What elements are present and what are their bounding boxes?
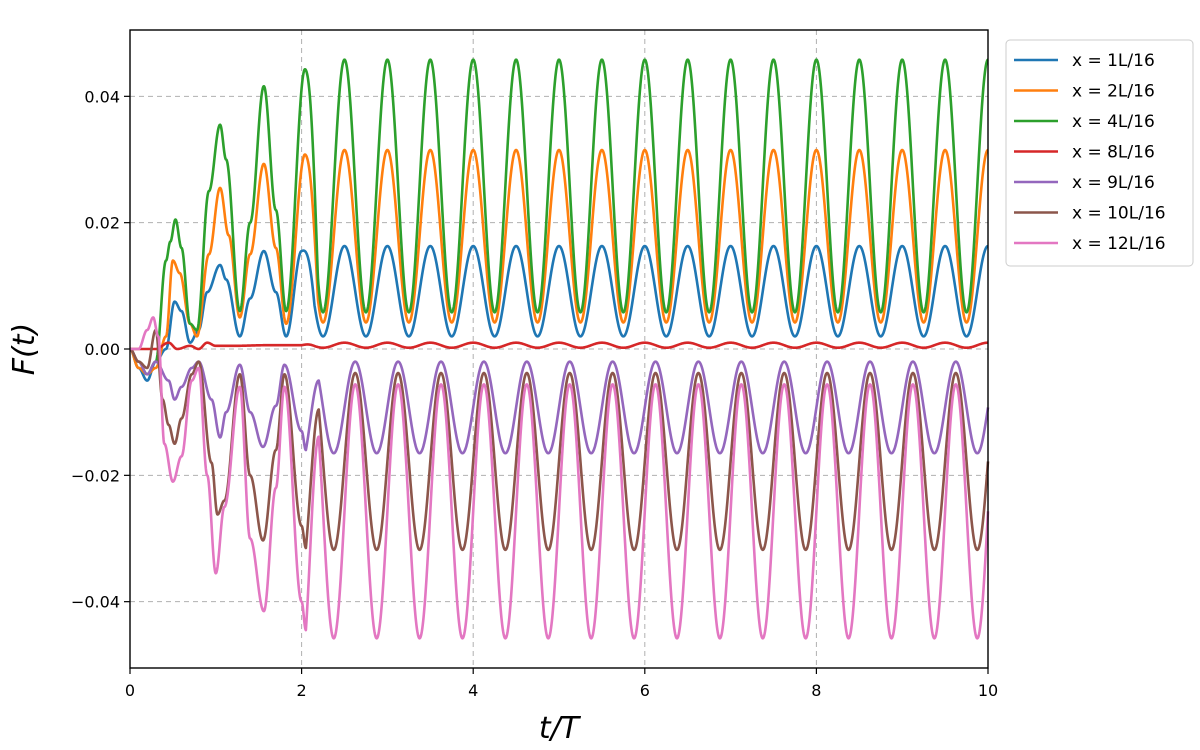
y-axis-label: F(t) [7, 323, 42, 375]
legend-frame [1005, 39, 1194, 267]
x-tick-label: 0 [125, 681, 135, 700]
series-line [129, 347, 990, 455]
series-line [129, 341, 989, 351]
y-tick-label: 0.00 [84, 340, 120, 359]
legend-label: x = 9L/16 [1072, 173, 1155, 193]
series-line [129, 316, 990, 640]
x-tick-label: 10 [978, 681, 998, 700]
legend-label: x = 8L/16 [1072, 143, 1155, 163]
x-tick-label: 8 [811, 681, 821, 700]
legend-label: x = 12L/16 [1072, 234, 1166, 254]
legend-label: x = 1L/16 [1072, 51, 1155, 71]
series-line [129, 58, 989, 376]
x-tick-label: 6 [640, 681, 650, 700]
series-line [129, 244, 989, 382]
x-axis-label: t/T [539, 711, 582, 746]
y-tick-label: 0.04 [84, 87, 120, 106]
y-tick-label: −0.02 [71, 466, 120, 485]
y-axis-ticks: −0.04 −0.02 0.00 0.02 0.04 [71, 87, 130, 612]
x-tick-label: 4 [468, 681, 478, 700]
series-line [129, 148, 989, 376]
legend: x = 1L/16 x = 2L/16 x = 4L/16 x = 8L/16 x = … [1005, 39, 1194, 267]
x-axis-ticks: 0 2 4 6 8 10 [125, 668, 998, 700]
y-tick-label: −0.04 [71, 593, 120, 612]
legend-label: x = 2L/16 [1072, 82, 1155, 102]
legend-label: x = 4L/16 [1072, 112, 1155, 132]
series-lines [129, 58, 990, 640]
grid [130, 30, 988, 668]
x-tick-label: 2 [297, 681, 307, 700]
y-tick-label: 0.02 [84, 214, 120, 233]
legend-label: x = 10L/16 [1072, 204, 1166, 224]
series-line [129, 328, 990, 552]
